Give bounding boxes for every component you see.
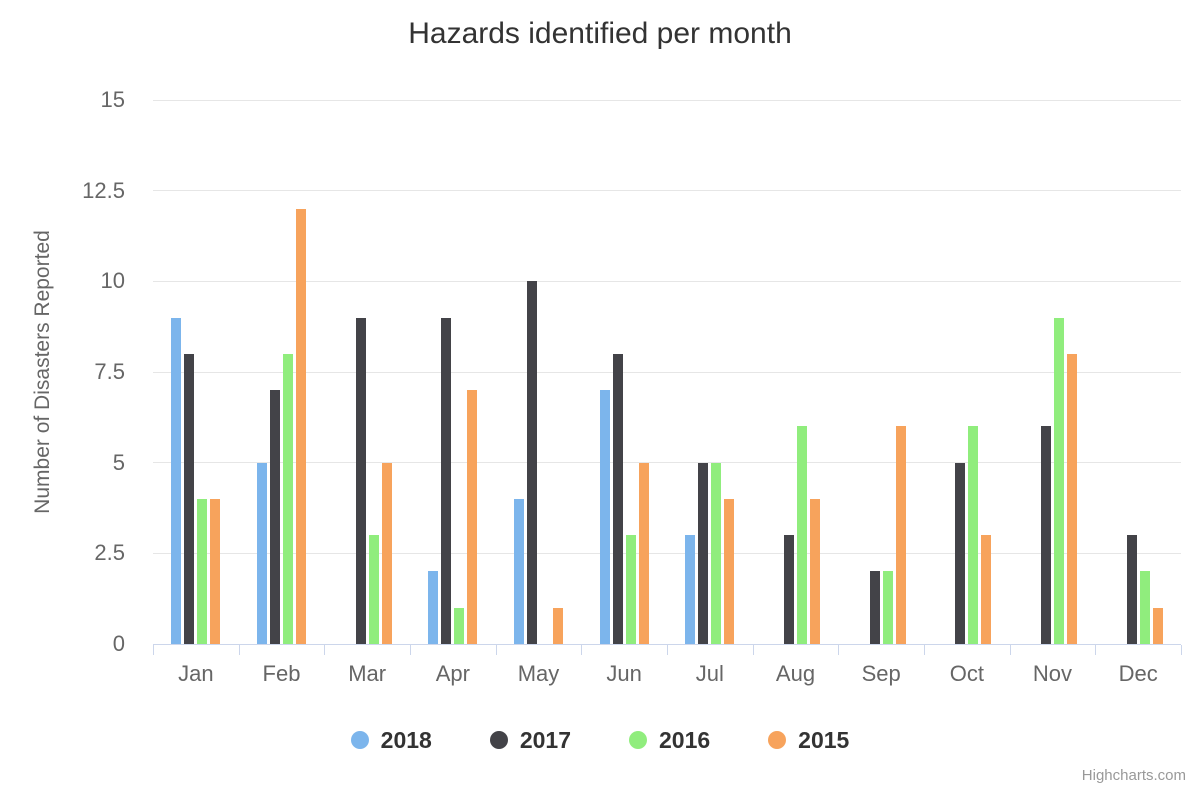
bar-2015-Oct[interactable] [981,535,992,644]
legend-label: 2017 [519,726,571,753]
x-axis-tick [1009,645,1011,655]
bar-2017-Dec[interactable] [1126,535,1137,644]
y-axis-tick-label: 2.5 [94,540,125,566]
bar-2015-Nov[interactable] [1067,353,1077,644]
x-axis-label-jan: Jan [178,661,214,686]
highcharts-credits-link[interactable]: Highcharts.com [1081,767,1186,784]
bar-2018-Jun[interactable] [599,390,610,644]
x-axis-label-feb: Feb [262,661,301,686]
x-axis-tick [1095,645,1097,655]
bar-2016-Apr[interactable] [454,607,465,644]
bar-2015-Feb[interactable] [296,208,306,644]
gridline [153,280,1181,282]
y-axis-tick-label: 12.5 [82,177,125,203]
bar-2017-Jun[interactable] [612,353,623,644]
x-axis-tick [153,645,154,655]
legend-label: 2015 [798,726,850,753]
bar-2016-Jan[interactable] [197,498,208,644]
bar-2015-May[interactable] [553,607,563,644]
bar-2015-Jul[interactable] [724,498,735,644]
bar-2017-Jul[interactable] [698,462,709,644]
x-axis-label-jul: Jul [695,661,724,686]
legend-item-2015[interactable]: 2015 [768,727,849,754]
x-axis-tick [324,645,326,655]
legend-label: 2016 [659,726,711,753]
y-axis-tick-label: 5 [112,449,125,475]
bar-2016-Feb[interactable] [283,353,293,644]
y-axis-tick-label: 15 [100,87,125,112]
bar-2016-Oct[interactable] [968,426,979,644]
bar-2018-Jan[interactable] [171,317,182,644]
x-axis-label-nov: Nov [1032,661,1073,686]
bar-2016-Jul[interactable] [711,462,722,644]
gridline [153,99,1181,101]
x-axis-label-may: May [517,661,560,686]
bar-2018-Feb[interactable] [257,462,267,644]
x-axis-tick [1181,645,1182,655]
gridline [153,552,1181,554]
bar-2016-Nov[interactable] [1054,317,1064,644]
bar-2016-Sep[interactable] [882,571,893,644]
x-axis-tick [410,645,411,655]
gridline [153,371,1181,373]
x-axis-label-oct: Oct [949,661,984,686]
bar-2018-May[interactable] [514,498,524,644]
legend-marker-icon[interactable] [350,731,369,749]
gridline [153,190,1181,192]
bar-2015-Aug[interactable] [810,498,820,644]
bar-2017-May[interactable] [527,281,537,644]
bar-2015-Sep[interactable] [895,426,906,644]
x-axis-tick [924,645,925,655]
bar-2018-Apr[interactable] [428,571,439,644]
legend-marker-icon[interactable] [768,731,787,749]
bar-2017-Jan[interactable] [184,353,195,644]
bar-2017-Mar[interactable] [355,317,366,644]
x-axis-label-aug: Aug [775,661,816,686]
bar-2015-Jan[interactable] [210,498,221,644]
legend-item-2016[interactable]: 2016 [629,727,710,754]
gridline [153,462,1181,464]
x-axis-label-sep: Sep [861,661,901,686]
x-axis-tick [495,645,497,655]
x-axis-label-dec: Dec [1118,661,1158,686]
bar-2017-Aug[interactable] [784,535,794,644]
x-axis-tick [752,645,754,655]
bar-2017-Nov[interactable] [1041,426,1051,644]
legend-label: 2018 [380,726,432,753]
legend-item-2017[interactable]: 2017 [489,726,571,754]
legend: 2018 2017 2016 2015 [0,720,1200,760]
bar-2015-Apr[interactable] [467,390,478,644]
bar-2017-Oct[interactable] [955,462,966,644]
legend-item-2018[interactable]: 2018 [350,726,432,754]
x-axis-label-apr: Apr [435,661,470,686]
plot-area [153,99,1182,655]
bar-2016-Mar[interactable] [368,535,379,644]
bar-2016-Aug[interactable] [797,426,807,644]
legend-marker-icon[interactable] [489,731,508,749]
bar-2017-Sep[interactable] [869,571,880,644]
x-axis-tick [581,645,583,655]
chart-title: Hazards identified per month [408,17,792,50]
bar-2015-Dec[interactable] [1152,607,1163,644]
x-axis-label-mar: Mar [348,661,387,686]
x-axis-line [153,644,1181,645]
bar-2015-Mar[interactable] [381,462,392,644]
bar-2015-Jun[interactable] [638,462,649,644]
bar-2017-Feb[interactable] [270,390,280,644]
x-axis-tick [667,645,668,655]
bar-2016-Dec[interactable] [1139,571,1150,644]
bar-2016-Jun[interactable] [625,535,636,644]
bar-2017-Apr[interactable] [441,317,452,644]
x-axis-tick [838,645,840,655]
y-axis-tick-label: 0 [112,631,125,656]
x-axis-label-jun: Jun [606,661,642,686]
legend-marker-icon[interactable] [629,731,647,749]
y-axis-tick-label: 10 [100,268,125,294]
x-axis-tick [238,645,240,655]
y-axis-tick-label: 7.5 [94,359,125,384]
bar-2018-Jul[interactable] [685,535,696,644]
